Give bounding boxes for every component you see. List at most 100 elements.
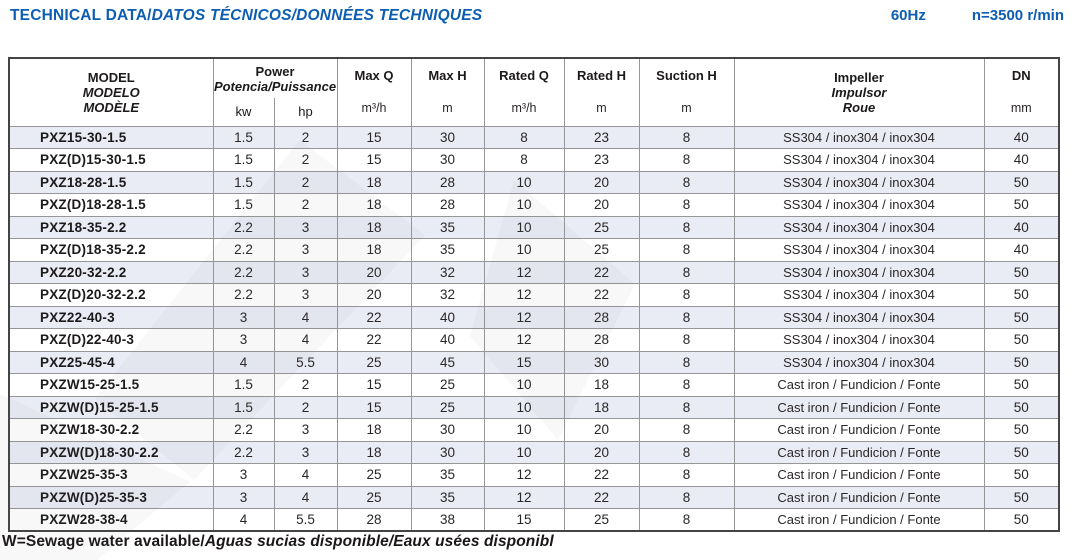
impeller-cell: SS304 / inox304 / inox304 [733, 193, 985, 217]
impeller-cell: SS304 / inox304 / inox304 [733, 215, 985, 239]
rated-q-cell: 10 [483, 418, 565, 442]
max-h-cell: 35 [410, 215, 485, 239]
max-h-cell: 38 [410, 508, 485, 532]
hp-cell: 3 [273, 215, 338, 239]
table-header: MODEL MODELO MODÈLE Power Potencia/Puiss… [8, 57, 1060, 127]
table-row: PXZW(D)18-30-2.2 2.2 3 18 30 10 20 8 Cast iron /… [8, 440, 1060, 464]
model-header-en: MODEL [87, 69, 135, 85]
rated-h-cell: 20 [563, 170, 640, 194]
kw-cell: 3 [212, 305, 275, 329]
dn-cell: 50 [983, 418, 1060, 442]
dn-cell: 40 [983, 148, 1060, 172]
max-h-cell: 30 [410, 440, 485, 464]
footnote-translations: Aguas sucias disponible/Eaux usées dispo… [204, 533, 554, 550]
max-h-cell: 25 [410, 395, 485, 419]
kw-cell: 3 [212, 485, 275, 509]
suction-h-cell: 8 [638, 373, 735, 397]
kw-cell: 4 [212, 508, 275, 532]
hp-cell: 5.5 [273, 508, 338, 532]
impeller-cell: Cast iron / Fundicion / Fonte [733, 440, 985, 464]
power-header-trans: Potencia/Puissance [213, 78, 337, 94]
max-h-cell: 35 [410, 238, 485, 262]
impeller-cell: SS304 / inox304 / inox304 [733, 260, 985, 284]
model-cell: PXZW(D)15-25-1.5 [8, 395, 214, 419]
rated-q-cell: 12 [483, 283, 565, 307]
max-q-cell: 22 [336, 328, 412, 352]
technical-data-table: MODEL MODELO MODÈLE Power Potencia/Puiss… [8, 57, 1060, 532]
table-row: PXZ(D)18-28-1.5 1.5 2 18 28 10 20 8 SS304 / inox… [8, 193, 1060, 217]
rated-q-cell: 12 [483, 463, 565, 487]
suction-h-cell: 8 [638, 328, 735, 352]
suction-h-unit: m [681, 101, 692, 116]
rated-h-cell: 22 [563, 485, 640, 509]
hp-cell: 2 [273, 193, 338, 217]
rated-h-label: Rated H [576, 68, 627, 84]
dn-cell: 40 [983, 238, 1060, 262]
max-q-cell: 20 [336, 260, 412, 284]
col-header-rated-q: Rated Q m³/h [483, 57, 565, 127]
model-cell: PXZW(D)25-35-3 [8, 485, 214, 509]
impeller-cell: SS304 / inox304 / inox304 [733, 350, 985, 374]
model-header-fr: MODÈLE [83, 99, 140, 115]
kw-cell: 2.2 [212, 440, 275, 464]
dn-unit: mm [1010, 101, 1032, 116]
rated-h-cell: 20 [563, 193, 640, 217]
max-q-cell: 18 [336, 170, 412, 194]
rated-q-cell: 12 [483, 305, 565, 329]
model-cell: PXZ22-40-3 [8, 305, 214, 329]
rated-h-cell: 28 [563, 328, 640, 352]
max-q-unit: m³/h [361, 101, 387, 116]
rated-h-cell: 20 [563, 440, 640, 464]
table-row: PXZW(D)25-35-3 3 4 25 35 12 22 8 Cast iron / Fun… [8, 485, 1060, 509]
title-bar: TECHNICAL DATA/DATOS TÉCNICOS/DONNÉES TE… [10, 7, 1066, 25]
kw-cell: 1.5 [212, 125, 275, 149]
kw-cell: 2.2 [212, 260, 275, 284]
rated-q-cell: 10 [483, 238, 565, 262]
rated-q-cell: 10 [483, 215, 565, 239]
rated-h-unit: m [596, 101, 607, 116]
dn-cell: 50 [983, 485, 1060, 509]
max-q-cell: 18 [336, 215, 412, 239]
kw-cell: 1.5 [212, 395, 275, 419]
rated-h-cell: 18 [563, 373, 640, 397]
model-cell: PXZ(D)20-32-2.2 [8, 283, 214, 307]
table-body: PXZ15-30-1.5 1.5 2 15 30 8 23 8 SS304 / inox304 … [8, 125, 1060, 532]
hp-cell: 5.5 [273, 350, 338, 374]
rated-h-cell: 25 [563, 508, 640, 532]
max-q-cell: 15 [336, 395, 412, 419]
table-row: PXZ18-28-1.5 1.5 2 18 28 10 20 8 SS304 / inox304… [8, 170, 1060, 194]
col-header-impeller: Impeller Impulsor Roue [733, 57, 985, 127]
dn-cell: 50 [983, 463, 1060, 487]
hp-cell: 2 [273, 373, 338, 397]
rated-q-cell: 10 [483, 395, 565, 419]
max-q-cell: 15 [336, 148, 412, 172]
col-header-rated-h: Rated H m [563, 57, 640, 127]
rated-q-cell: 10 [483, 193, 565, 217]
table-row: PXZW15-25-1.5 1.5 2 15 25 10 18 8 Cast iron / Fu… [8, 373, 1060, 397]
suction-h-cell: 8 [638, 283, 735, 307]
max-q-cell: 18 [336, 440, 412, 464]
max-q-cell: 25 [336, 485, 412, 509]
impeller-cell: Cast iron / Fundicion / Fonte [733, 508, 985, 532]
impeller-header-es: Impulsor [831, 84, 887, 100]
dn-label: DN [1011, 68, 1031, 84]
max-h-cell: 32 [410, 260, 485, 284]
rated-q-label: Rated Q [499, 68, 549, 84]
suction-h-label: Suction H [656, 68, 717, 84]
rated-q-cell: 15 [483, 508, 565, 532]
impeller-cell: SS304 / inox304 / inox304 [733, 283, 985, 307]
suction-h-cell: 8 [638, 148, 735, 172]
power-unit-hp: hp [273, 98, 338, 127]
model-cell: PXZ(D)18-35-2.2 [8, 238, 214, 262]
max-h-cell: 30 [410, 418, 485, 442]
hp-cell: 4 [273, 463, 338, 487]
suction-h-cell: 8 [638, 260, 735, 284]
hp-cell: 4 [273, 485, 338, 509]
max-q-cell: 18 [336, 193, 412, 217]
suction-h-cell: 8 [638, 463, 735, 487]
page-title-translations: DATOS TÉCNICOS/DONNÉES TECHNIQUES [151, 7, 483, 24]
impeller-cell: SS304 / inox304 / inox304 [733, 125, 985, 149]
max-h-cell: 28 [410, 170, 485, 194]
rated-q-unit: m³/h [511, 101, 537, 116]
dn-cell: 50 [983, 373, 1060, 397]
